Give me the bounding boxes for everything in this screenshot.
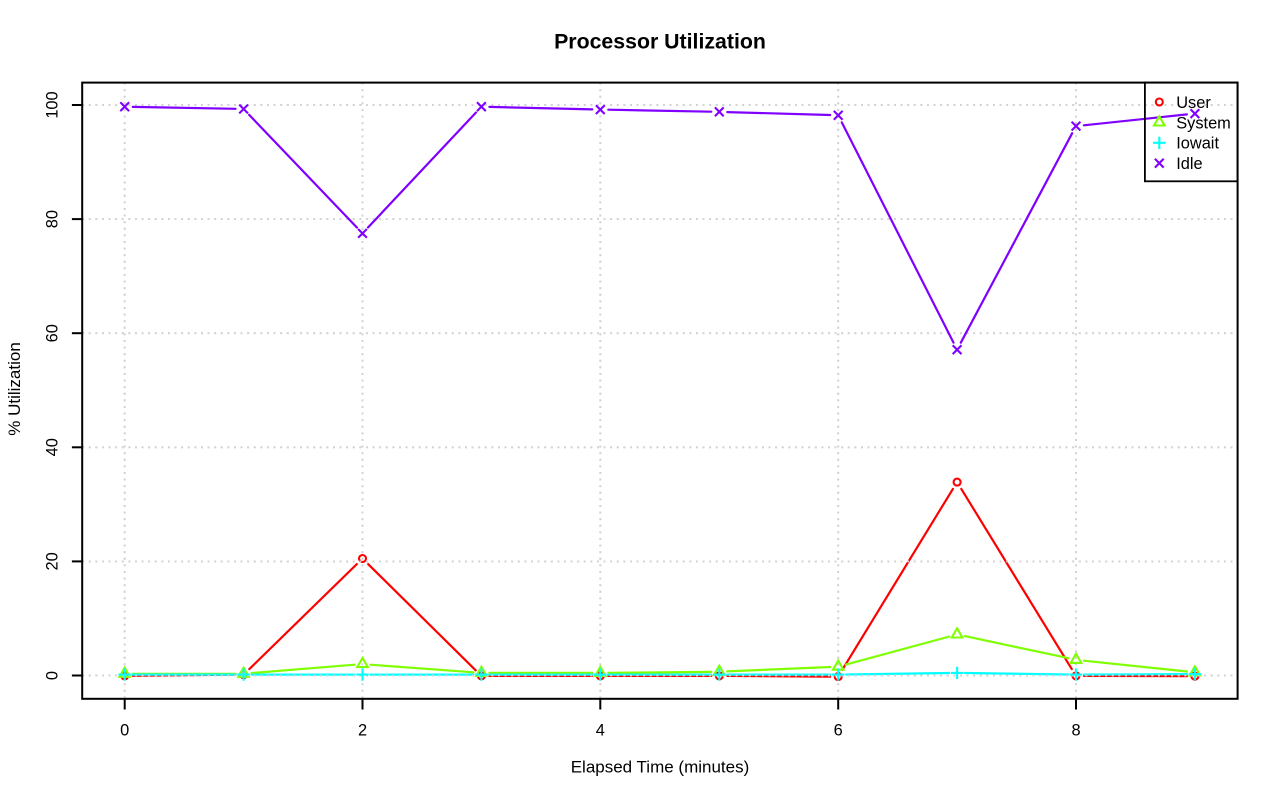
- svg-text:6: 6: [834, 722, 843, 740]
- svg-text:80: 80: [44, 210, 62, 228]
- svg-text:2: 2: [358, 722, 367, 740]
- svg-text:% Utilization: % Utilization: [5, 342, 24, 436]
- svg-text:8: 8: [1071, 722, 1080, 740]
- svg-text:System: System: [1176, 114, 1231, 132]
- svg-text:Processor Utilization: Processor Utilization: [554, 29, 766, 53]
- svg-text:Elapsed Time (minutes): Elapsed Time (minutes): [571, 758, 750, 777]
- svg-text:20: 20: [44, 552, 62, 570]
- svg-text:0: 0: [120, 722, 129, 740]
- svg-text:0: 0: [44, 671, 62, 680]
- svg-text:4: 4: [596, 722, 605, 740]
- svg-text:40: 40: [44, 438, 62, 456]
- svg-text:60: 60: [44, 324, 62, 342]
- svg-text:Iowait: Iowait: [1176, 135, 1219, 153]
- svg-text:User: User: [1176, 94, 1211, 112]
- svg-text:100: 100: [44, 91, 62, 118]
- svg-text:Idle: Idle: [1176, 155, 1202, 173]
